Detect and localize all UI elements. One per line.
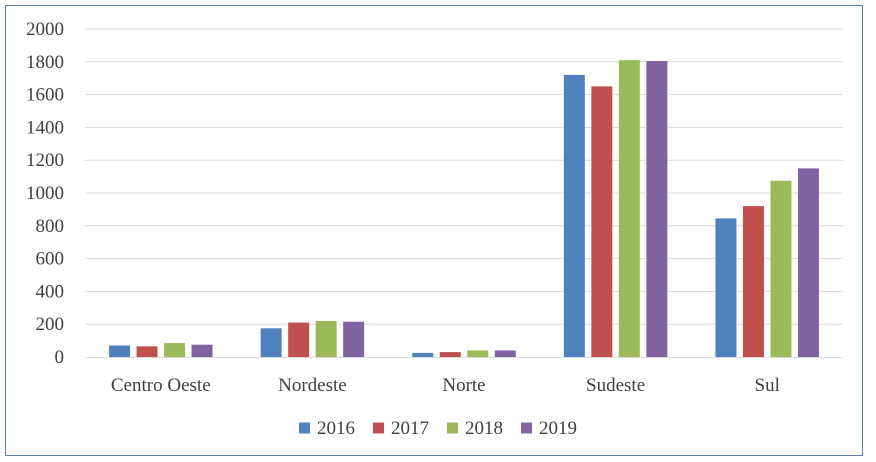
bar-2016-centro-oeste (109, 345, 131, 357)
legend-swatch (299, 422, 310, 434)
bar-2017-sudeste (591, 86, 613, 358)
bar-2016-sul (715, 218, 737, 357)
bar-2017-sul (742, 206, 764, 357)
bar-2019-centro-oeste (191, 344, 213, 357)
x-tick-label: Sul (755, 375, 780, 396)
bar-2017-nordeste (288, 322, 310, 357)
bar-2018-nordeste (315, 320, 337, 357)
x-tick-label: Sudeste (586, 375, 645, 396)
y-tick-label: 1400 (26, 117, 64, 138)
bar-2019-sul (797, 168, 819, 357)
y-tick-label: 600 (36, 249, 65, 270)
legend-swatch (447, 422, 458, 434)
legend: 2016 2017 2018 2019 (299, 418, 577, 439)
bar-2018-centro-oeste (164, 343, 186, 357)
bar-2018-norte (467, 350, 489, 357)
x-axis-ticks: Centro Oeste Nordeste Norte Sudeste Sul (111, 375, 780, 396)
y-tick-label: 2000 (26, 19, 64, 40)
bar-2016-sudeste (563, 74, 585, 358)
bar-2017-norte (439, 352, 461, 357)
bars (109, 60, 819, 358)
y-tick-label: 200 (36, 314, 65, 335)
bar-2017-centro-oeste (136, 346, 158, 357)
y-tick-label: 400 (36, 281, 65, 302)
y-tick-label: 1000 (26, 183, 64, 204)
y-tick-label: 1800 (26, 52, 64, 73)
bar-2016-nordeste (260, 328, 282, 357)
y-tick-label: 1600 (26, 85, 64, 106)
x-tick-label: Centro Oeste (111, 375, 211, 396)
bar-2018-sul (770, 180, 792, 357)
y-tick-label: 800 (36, 216, 65, 237)
bar-2016-norte (412, 352, 434, 357)
legend-label: 2016 (317, 418, 355, 439)
y-tick-label: 1200 (26, 150, 64, 171)
bar-2019-sudeste (646, 60, 668, 357)
legend-label: 2017 (391, 418, 429, 439)
y-tick-label: 0 (55, 347, 65, 368)
legend-label: 2019 (539, 418, 577, 439)
bar-2019-norte (494, 350, 516, 357)
bar-2019-nordeste (343, 321, 365, 357)
legend-swatch (521, 422, 532, 434)
legend-swatch (373, 422, 384, 434)
x-tick-label: Nordeste (278, 375, 347, 396)
y-axis-ticks: 0 200 400 600 800 1000 1200 1400 1600 1800 2000 (26, 19, 64, 368)
x-tick-label: Norte (442, 375, 485, 396)
legend-label: 2018 (465, 418, 503, 439)
bar-2018-sudeste (618, 60, 640, 357)
